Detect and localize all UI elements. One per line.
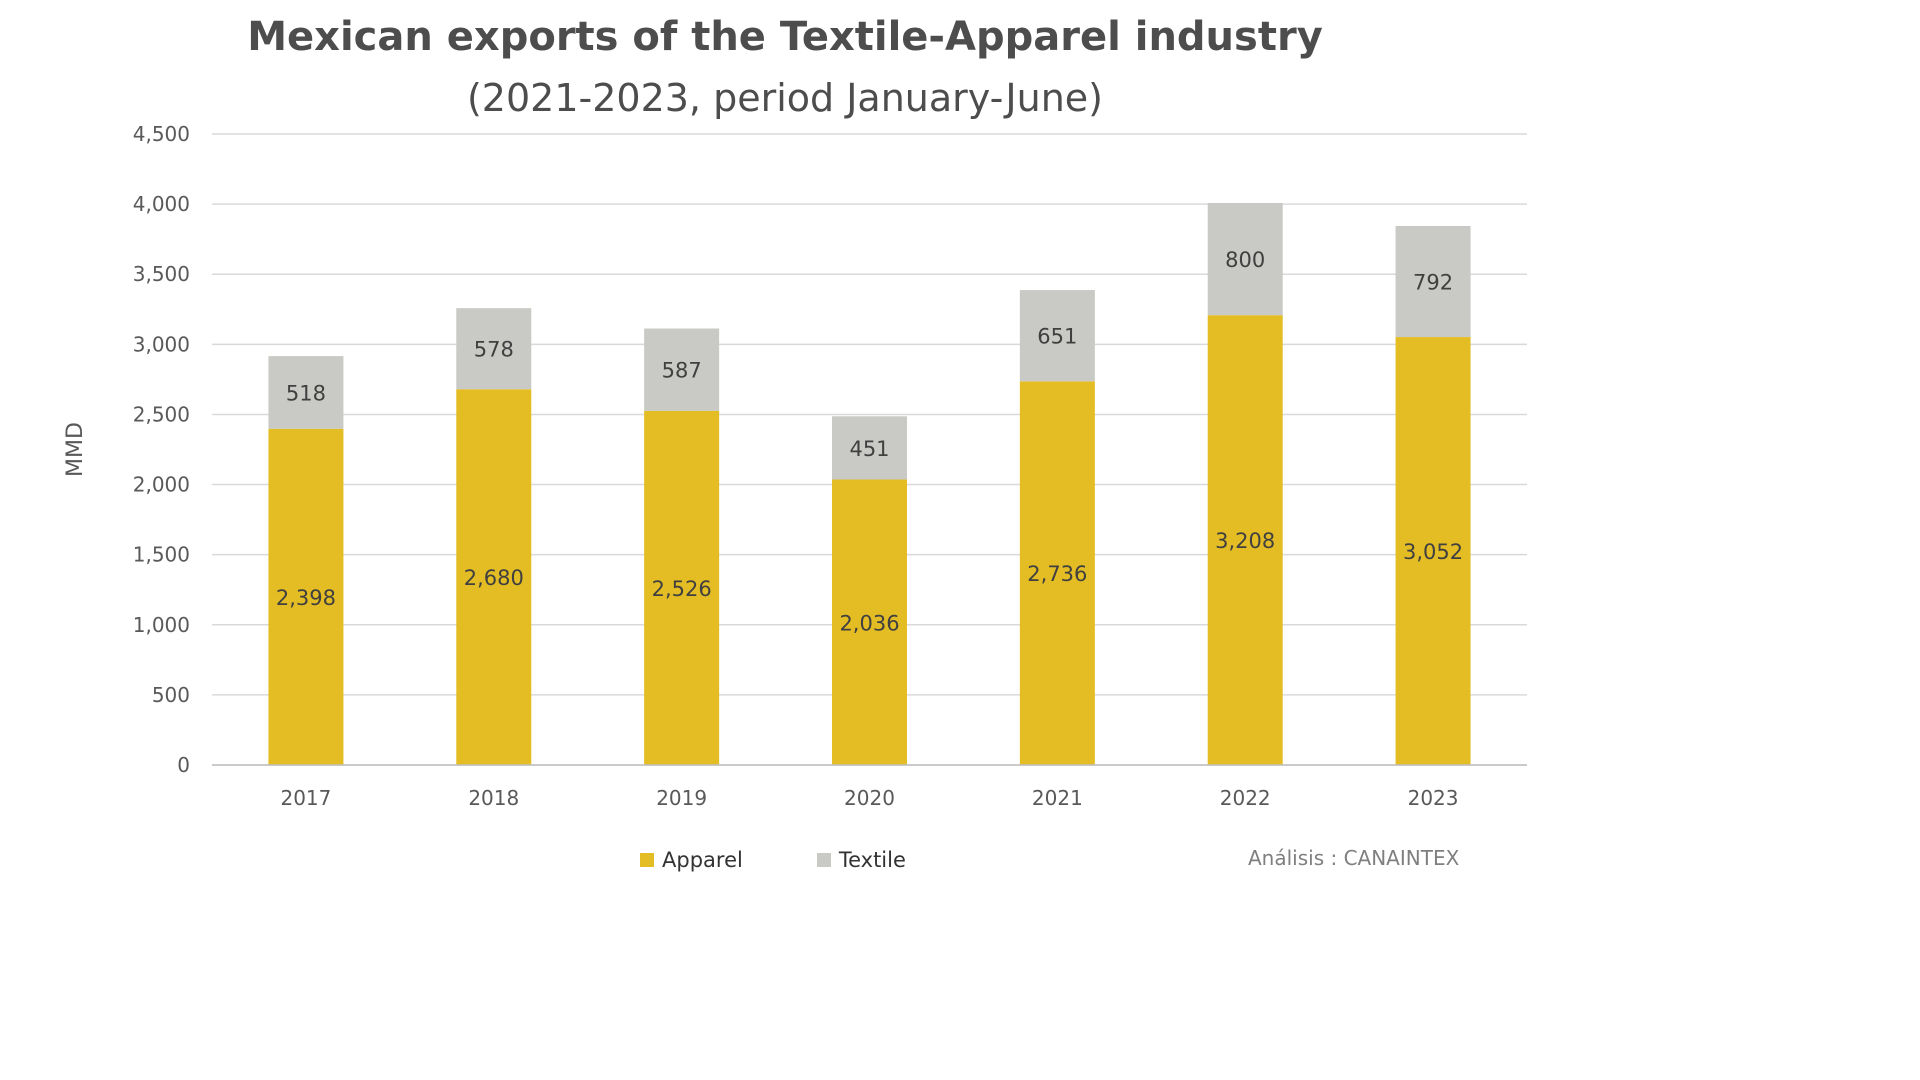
legend-swatch-textile xyxy=(816,853,831,867)
bars xyxy=(268,202,1471,765)
data-label-textile: 451 xyxy=(849,437,889,461)
legend-swatch-apparel xyxy=(640,853,654,867)
y-tick-label: 4,000 xyxy=(133,192,190,216)
data-label-textile: 800 xyxy=(1225,248,1265,272)
data-label-textile: 651 xyxy=(1037,325,1077,349)
legend-label-textile: Textile xyxy=(838,848,906,872)
data-label-textile: 518 xyxy=(286,381,326,405)
y-tick-label: 2,500 xyxy=(133,402,190,426)
data-label-textile: 578 xyxy=(474,338,514,362)
y-tick-label: 1,000 xyxy=(133,613,190,637)
x-tick-label: 2022 xyxy=(1220,786,1271,810)
bar-textile xyxy=(644,328,720,411)
chart-title: Mexican exports of the Textile-Apparel i… xyxy=(247,14,1323,60)
chart: Mexican exports of the Textile-Apparel i… xyxy=(63,14,1527,872)
bar-textile xyxy=(1019,290,1095,382)
bar-textile xyxy=(268,356,344,429)
bar-apparel xyxy=(1395,337,1471,765)
x-tick-label: 2020 xyxy=(844,786,895,810)
bar-apparel xyxy=(832,479,907,765)
x-tick-label: 2021 xyxy=(1032,786,1083,810)
y-tick-label: 2,000 xyxy=(133,473,190,497)
data-label-apparel: 2,526 xyxy=(652,577,712,601)
bar-apparel xyxy=(1019,381,1095,765)
y-tick-label: 0 xyxy=(177,753,190,777)
bar-textile xyxy=(1395,225,1471,338)
y-tick-label: 1,500 xyxy=(133,543,190,567)
legend-label-apparel: Apparel xyxy=(662,848,743,872)
x-tick-label: 2017 xyxy=(280,786,331,810)
y-tick-label: 3,500 xyxy=(133,262,190,286)
data-label-apparel: 2,736 xyxy=(1027,562,1087,586)
legend: Apparel Textile xyxy=(640,848,906,872)
chart-subtitle: (2021-2023, period January-June) xyxy=(466,76,1104,120)
bar-apparel xyxy=(456,389,532,765)
data-label-apparel: 3,052 xyxy=(1403,540,1463,564)
data-label-textile: 587 xyxy=(662,359,702,383)
data-label-apparel: 2,680 xyxy=(464,566,524,590)
bar-apparel xyxy=(1207,315,1283,765)
x-tick-label: 2023 xyxy=(1408,786,1459,810)
bar-apparel xyxy=(644,410,720,765)
bar-textile xyxy=(1207,202,1283,316)
y-tick-label: 3,000 xyxy=(133,332,190,356)
data-label-textile: 792 xyxy=(1413,271,1453,295)
bar-textile xyxy=(456,308,532,390)
legend-item-textile: Textile xyxy=(816,848,906,872)
y-tick-label: 4,500 xyxy=(133,122,190,146)
x-tick-label: 2018 xyxy=(468,786,519,810)
data-label-apparel: 2,036 xyxy=(839,611,899,635)
data-label-apparel: 3,208 xyxy=(1215,529,1275,553)
source-note: Análisis : CANAINTEX xyxy=(1248,846,1460,870)
bar-textile xyxy=(832,416,907,480)
plot-area: 2,398 518 2,680 578 2,526 587 2,036 451 2,736 651… xyxy=(63,122,1527,810)
bar-apparel xyxy=(268,428,344,765)
data-labels: 2,398 518 2,680 578 2,526 587 2,036 451 2,736 651… xyxy=(276,248,1463,635)
y-tick-label: 500 xyxy=(152,683,190,707)
axes: 0 500 1,000 1,500 2,000 2,500 3,000 3,500 4,000 4… xyxy=(63,122,1527,810)
legend-item-apparel: Apparel xyxy=(640,848,743,872)
x-tick-label: 2019 xyxy=(656,786,707,810)
data-label-apparel: 2,398 xyxy=(276,586,336,610)
y-axis-label: MMD xyxy=(63,422,88,477)
